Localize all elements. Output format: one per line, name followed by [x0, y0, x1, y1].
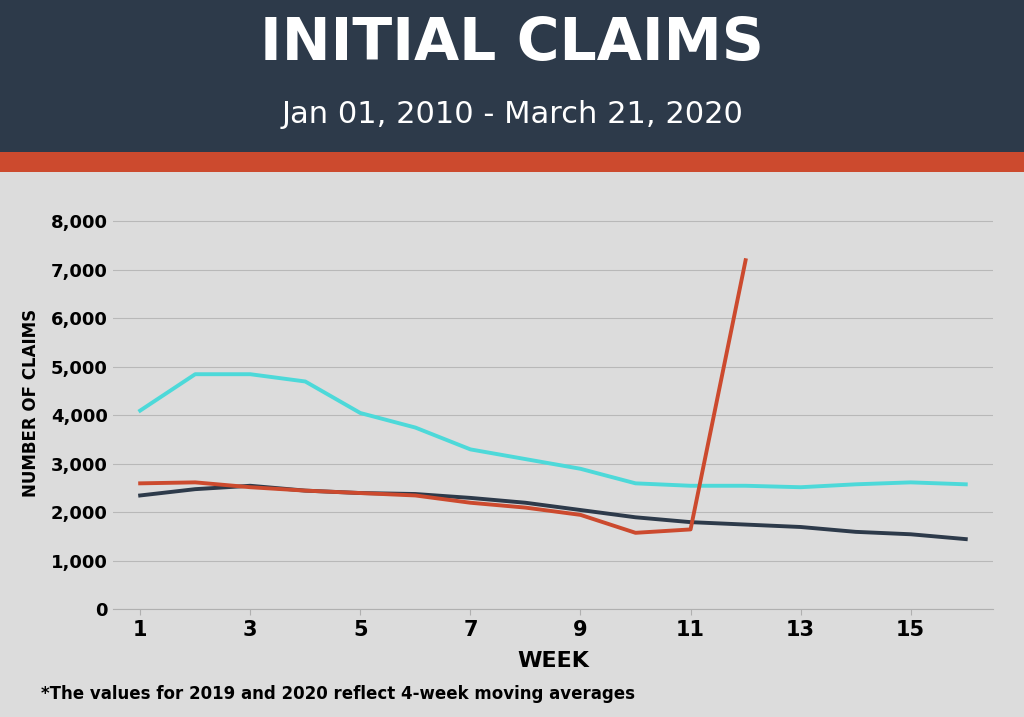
Text: *The values for 2019 and 2020 reflect 4-week moving averages: *The values for 2019 and 2020 reflect 4-…: [41, 685, 635, 703]
Text: Jan 01, 2010 - March 21, 2020: Jan 01, 2010 - March 21, 2020: [281, 100, 743, 128]
X-axis label: WEEK: WEEK: [517, 651, 589, 671]
Y-axis label: NUMBER OF CLAIMS: NUMBER OF CLAIMS: [22, 309, 40, 498]
Legend: Average of 2010 - 2019, 2019*, 2020*: Average of 2010 - 2019, 2019*, 2020*: [227, 116, 879, 151]
Text: INITIAL CLAIMS: INITIAL CLAIMS: [260, 15, 764, 72]
